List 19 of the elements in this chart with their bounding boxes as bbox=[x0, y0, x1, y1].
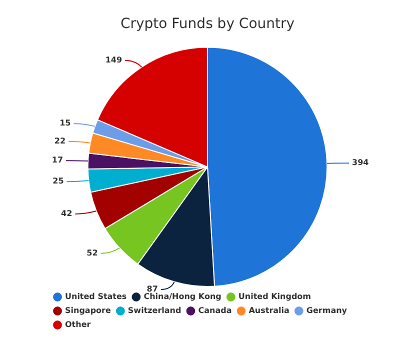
data-label: 42 bbox=[61, 209, 72, 218]
data-label: 22 bbox=[54, 136, 66, 146]
legend-label: Canada bbox=[198, 306, 232, 316]
data-label: 394 bbox=[352, 158, 370, 168]
legend-label: Switzerland bbox=[128, 306, 182, 316]
legend-label: Other bbox=[65, 320, 91, 330]
data-label: 149 bbox=[105, 55, 122, 64]
data-label: 15 bbox=[60, 118, 72, 128]
legend-label: United States bbox=[65, 292, 127, 302]
chart-title: Crypto Funds by Country bbox=[120, 16, 295, 32]
legend-label: Australia bbox=[248, 306, 290, 316]
legend-label: United Kingdom bbox=[238, 292, 312, 302]
data-label: 25 bbox=[52, 176, 64, 186]
legend-label: Germany bbox=[306, 306, 348, 316]
legend-label: Singapore bbox=[65, 306, 112, 316]
data-label: 87 bbox=[146, 284, 158, 294]
data-label: 17 bbox=[52, 156, 64, 165]
data-label: 52 bbox=[86, 248, 98, 258]
legend-label: China/Hong Kong bbox=[144, 292, 222, 302]
